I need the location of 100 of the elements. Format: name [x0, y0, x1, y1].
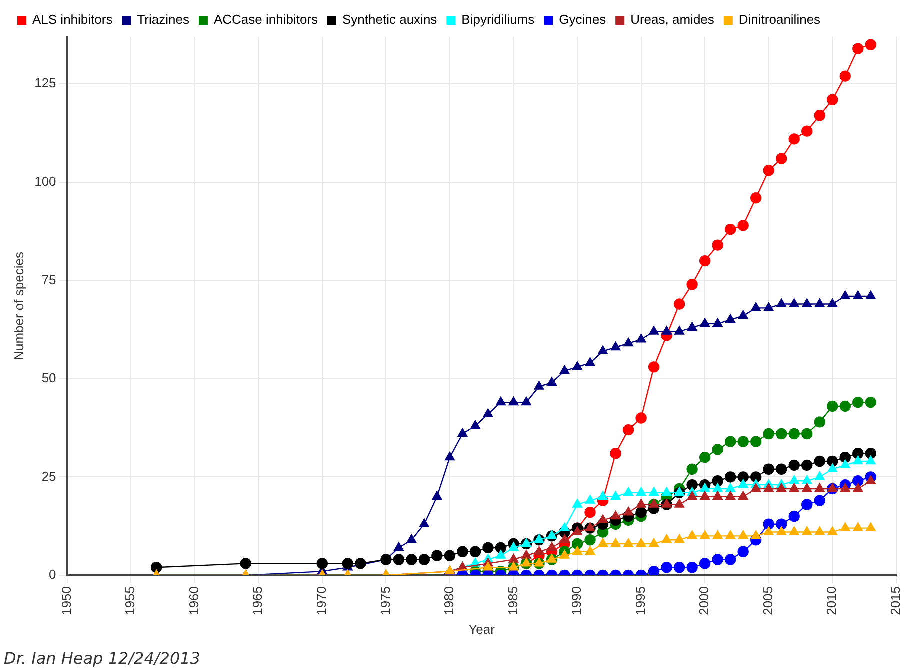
point [802, 428, 813, 440]
legend-label: ALS inhibitors [32, 12, 114, 28]
point [508, 396, 519, 406]
point [547, 377, 557, 386]
y-axis-title: Number of species [11, 252, 26, 360]
point [572, 546, 582, 555]
point [496, 396, 506, 406]
point [814, 526, 825, 536]
point [686, 464, 698, 475]
point [547, 530, 557, 540]
point [738, 491, 748, 500]
point [814, 472, 825, 480]
point [547, 554, 557, 563]
point [712, 530, 723, 540]
point [458, 428, 468, 438]
point [700, 491, 710, 500]
point [483, 562, 494, 571]
point [763, 518, 774, 530]
y-tick-label: 100 [34, 174, 56, 190]
point [840, 522, 850, 532]
point [585, 522, 596, 532]
point [738, 436, 749, 448]
point [355, 558, 366, 570]
point [598, 346, 608, 355]
point [828, 483, 838, 492]
x-tick-label: 1980 [442, 586, 457, 616]
point [712, 491, 723, 500]
point [687, 491, 698, 500]
point [560, 550, 570, 559]
point [840, 290, 850, 300]
point [598, 514, 608, 524]
point [751, 483, 762, 492]
point [662, 534, 672, 544]
point [827, 400, 838, 412]
point [624, 487, 634, 496]
point [699, 558, 711, 570]
point [649, 326, 659, 335]
point [482, 542, 494, 554]
point [610, 510, 621, 520]
point [712, 476, 724, 487]
point [738, 479, 748, 488]
point [750, 472, 762, 483]
point [508, 562, 519, 571]
point [700, 530, 710, 540]
point [572, 538, 584, 550]
point [700, 483, 710, 492]
point [598, 538, 608, 548]
legend-label: Synthetic auxins [342, 12, 438, 28]
point [776, 298, 787, 308]
point [788, 134, 800, 145]
point [150, 562, 162, 574]
point [572, 499, 582, 508]
point [674, 326, 684, 335]
point [802, 483, 812, 492]
point [751, 530, 762, 540]
point [674, 298, 686, 310]
point [674, 562, 686, 574]
point [687, 322, 698, 331]
point [789, 298, 800, 308]
point [726, 491, 736, 500]
y-tick-label: 0 [49, 567, 56, 582]
point [802, 526, 812, 536]
point [789, 483, 800, 492]
point [687, 530, 698, 540]
point [316, 558, 328, 570]
point [853, 290, 864, 300]
point [420, 518, 430, 528]
point [636, 412, 647, 424]
point [444, 550, 456, 562]
point [522, 396, 532, 406]
point [674, 499, 684, 508]
point [776, 428, 788, 440]
point [624, 538, 634, 548]
point [853, 522, 864, 532]
point [866, 522, 876, 532]
point [432, 491, 442, 500]
point [840, 483, 850, 492]
point [814, 456, 826, 468]
point [342, 558, 354, 570]
point [662, 326, 672, 335]
point [636, 538, 646, 548]
point [814, 483, 825, 492]
point [585, 546, 596, 555]
point [712, 318, 723, 328]
point [610, 491, 621, 500]
point [724, 224, 736, 236]
point [522, 558, 532, 567]
point [763, 165, 774, 176]
x-tick-label: 1970 [314, 586, 329, 616]
point [522, 538, 532, 548]
point [827, 456, 838, 468]
point [662, 499, 672, 508]
point [776, 153, 788, 164]
point [712, 554, 724, 566]
point [624, 338, 634, 347]
x-axis-title: Year [468, 622, 496, 637]
point [763, 464, 774, 475]
point [802, 298, 812, 308]
point [636, 506, 647, 518]
point [457, 546, 468, 558]
